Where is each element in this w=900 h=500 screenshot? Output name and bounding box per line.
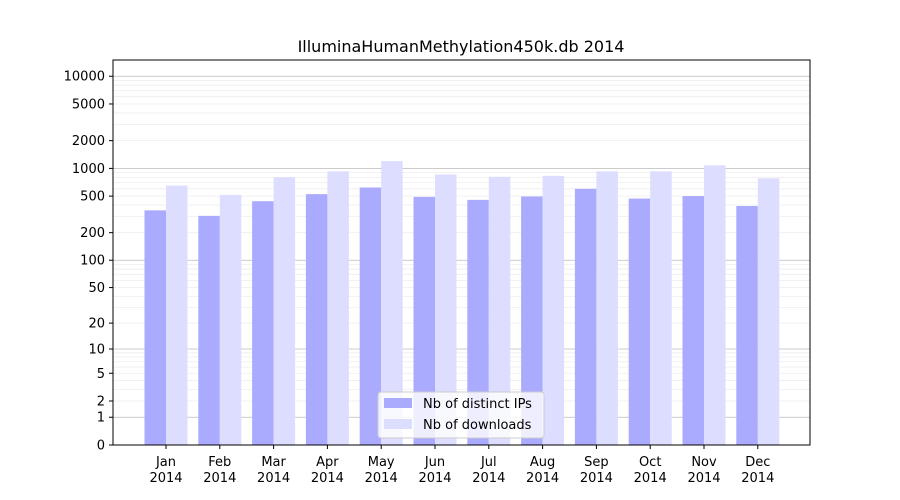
bar-downloads-may xyxy=(381,161,403,445)
y-tick-label: 50 xyxy=(88,281,105,296)
bar-distinct-ips-nov xyxy=(682,196,704,445)
legend-label: Nb of downloads xyxy=(423,418,532,433)
bar-downloads-dec xyxy=(757,178,780,445)
bar-distinct-ips-apr xyxy=(305,194,328,445)
y-tick-label: 200 xyxy=(80,226,105,241)
bar-distinct-ips-dec xyxy=(736,206,758,445)
bar-downloads-apr xyxy=(327,171,349,446)
x-tick-label-month: Mar xyxy=(261,455,286,470)
bar-downloads-aug xyxy=(542,175,565,446)
bar-downloads-jul xyxy=(488,176,511,445)
bar-distinct-ips-jul xyxy=(467,199,489,445)
y-tick-label: 2000 xyxy=(72,134,105,149)
y-tick-label: 10 xyxy=(88,342,105,357)
x-tick-label-year: 2014 xyxy=(311,471,344,486)
y-tick-label: 1000 xyxy=(72,162,105,177)
x-tick-label-year: 2014 xyxy=(687,471,720,486)
y-tick-label: 10000 xyxy=(64,70,105,85)
x-tick-label-year: 2014 xyxy=(472,471,505,486)
x-tick-label-year: 2014 xyxy=(418,471,451,486)
x-tick-label-year: 2014 xyxy=(257,471,290,486)
bar-downloads-oct xyxy=(650,171,672,446)
bar-downloads-mar xyxy=(273,177,296,445)
legend-swatch xyxy=(384,398,412,408)
bar-downloads-feb xyxy=(219,194,242,445)
y-tick-label: 5000 xyxy=(72,97,105,112)
x-tick-label-month: Jun xyxy=(424,455,445,470)
x-tick-label-month: May xyxy=(368,455,395,470)
x-tick-label-year: 2014 xyxy=(526,471,559,486)
x-tick-label-year: 2014 xyxy=(149,471,182,486)
bar-distinct-ips-mar xyxy=(252,201,274,445)
x-tick-label-month: Nov xyxy=(691,455,717,470)
y-tick-label: 2 xyxy=(97,395,105,410)
x-tick-label-year: 2014 xyxy=(580,471,613,486)
bar-downloads-jun xyxy=(435,174,457,445)
bars xyxy=(144,161,780,446)
bar-distinct-ips-aug xyxy=(521,196,543,445)
x-tick-label-month: Apr xyxy=(316,455,339,470)
bar-distinct-ips-sep xyxy=(574,188,597,446)
y-tick-label: 500 xyxy=(80,190,105,205)
y-tick-label: 5 xyxy=(97,367,105,382)
bar-downloads-sep xyxy=(596,171,618,446)
legend: Nb of distinct IPs Nb of downloads xyxy=(377,391,545,439)
x-tick-label-month: Jan xyxy=(155,455,176,470)
legend-label: Nb of distinct IPs xyxy=(423,397,532,412)
bar-downloads-jan xyxy=(166,185,188,445)
x-tick-label-month: Jul xyxy=(480,455,497,470)
legend-box xyxy=(377,391,545,439)
x-tick-label-month: Dec xyxy=(745,455,770,470)
y-tick-label: 100 xyxy=(80,254,105,269)
x-axis: Jan2014Feb2014Mar2014Apr2014May2014Jun20… xyxy=(149,445,774,486)
legend-swatch xyxy=(384,419,412,429)
x-tick-label-month: Feb xyxy=(208,455,231,470)
y-axis: 0 12 5 10 20 50 100 200 500 1000 2000 5000 10000 xyxy=(64,70,113,454)
y-tick-label: 20 xyxy=(88,317,105,332)
x-tick-label-month: Aug xyxy=(530,455,555,470)
chart-title: IlluminaHumanMethylation450k.db 2014 xyxy=(298,37,625,56)
y-tick-label: 0 xyxy=(97,439,105,454)
plot-frame xyxy=(112,59,811,446)
bar-distinct-ips-jun xyxy=(413,196,435,445)
y-tick-label: 1 xyxy=(97,411,105,426)
bar-distinct-ips-jan xyxy=(144,210,166,445)
x-tick-label-year: 2014 xyxy=(203,471,236,486)
bar-downloads-nov xyxy=(704,165,726,445)
bar-distinct-ips-feb xyxy=(198,215,220,445)
x-tick-label-month: Sep xyxy=(584,455,609,470)
bar-distinct-ips-oct xyxy=(628,198,651,445)
x-tick-label-month: Oct xyxy=(639,455,661,470)
x-tick-label-year: 2014 xyxy=(365,471,398,486)
x-tick-label-year: 2014 xyxy=(634,471,667,486)
x-tick-label-year: 2014 xyxy=(741,471,774,486)
bar-distinct-ips-may xyxy=(359,187,382,445)
